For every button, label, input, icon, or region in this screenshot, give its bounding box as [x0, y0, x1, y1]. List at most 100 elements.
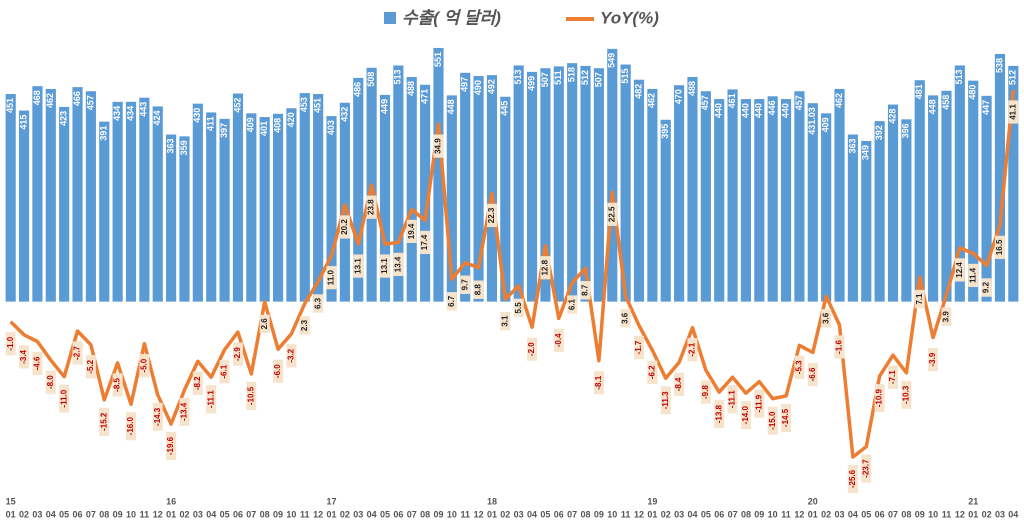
bar [166, 134, 177, 302]
bar-value-label: 440 [754, 103, 764, 118]
line [9, 89, 1016, 459]
line-value-label: 17.4 [420, 234, 429, 250]
line-value-label: -0.4 [554, 333, 563, 347]
label-bg [206, 385, 217, 414]
x-group-label: 17 [327, 496, 337, 506]
line-value-label: -3.2 [287, 348, 296, 362]
label-bg [593, 371, 604, 395]
line-value-label: -14.5 [781, 408, 790, 427]
bar [18, 110, 30, 302]
line-value-label: -8.4 [674, 377, 683, 391]
line-value-label: 13.4 [393, 256, 402, 272]
x-tick-label: 12 [313, 509, 323, 519]
bar-value-label: 434 [112, 106, 122, 121]
bar-value-label: 440 [780, 103, 790, 118]
bar [834, 88, 845, 302]
label-bg [781, 403, 792, 432]
label-bg [313, 294, 324, 313]
x-tick-label: 08 [901, 509, 911, 519]
bar-value-label: 492 [486, 79, 496, 94]
x-group-label: 20 [808, 496, 818, 506]
legend-label: 수출( 억 달러) [402, 8, 501, 27]
bar-value-label: 453 [299, 97, 309, 112]
bar [272, 113, 284, 302]
bar-value-label: 363 [165, 139, 175, 154]
bar-value-label: 457 [700, 95, 710, 110]
line-value-label: -5.3 [795, 360, 804, 374]
x-tick-label: 03 [674, 509, 684, 519]
bar [32, 86, 43, 302]
x-tick-label: 05 [861, 509, 871, 519]
label-bg [941, 307, 952, 326]
bar [486, 75, 498, 302]
bar-value-label: 470 [673, 89, 683, 104]
bar-value-label: 359 [179, 140, 189, 155]
line-value-label: 34.9 [434, 138, 443, 154]
x-tick-label: 12 [634, 509, 644, 519]
line-value-label: -1.0 [6, 336, 15, 350]
line-value-label: 8.8 [474, 284, 483, 296]
line-value-label: 6.7 [447, 295, 456, 307]
label-bg [540, 256, 551, 280]
line-value-label: -10.5 [246, 386, 255, 405]
x-tick-label: 05 [540, 509, 550, 519]
bar [353, 77, 364, 302]
bar-value-label: 513 [954, 69, 964, 84]
x-tick-label: 09 [113, 509, 123, 519]
label-bg [366, 195, 377, 219]
x-tick-label: 05 [701, 509, 711, 519]
label-bg [219, 360, 230, 384]
x-group-label: 21 [968, 496, 978, 506]
bar [379, 94, 391, 302]
x-tick-label: 02 [500, 509, 510, 519]
bar [754, 99, 765, 302]
line-value-label: -11.1 [728, 390, 737, 408]
line-value-label: 22.3 [487, 207, 496, 223]
bar [861, 140, 872, 302]
x-tick-label: 07 [407, 509, 417, 519]
bar-value-label: 499 [526, 76, 536, 91]
bar [500, 96, 511, 302]
line-value-label: -6.1 [220, 364, 229, 378]
label-bg [500, 311, 511, 331]
bar [647, 88, 658, 302]
x-tick-label: 04 [527, 509, 537, 519]
label-bg [72, 341, 83, 365]
label-bg [580, 281, 591, 300]
label-bg [754, 389, 765, 418]
label-bg [286, 344, 297, 368]
bar [473, 76, 484, 302]
bar-value-label: 512 [580, 70, 590, 85]
bar [85, 91, 96, 302]
x-tick-label: 06 [554, 509, 564, 519]
x-tick-label: 08 [420, 509, 430, 519]
bar-value-label: 424 [152, 110, 162, 125]
line-value-label: -1.7 [634, 340, 643, 354]
line-value-label: -6.0 [273, 364, 282, 378]
bar [125, 101, 137, 302]
line-value-label: -8.2 [193, 376, 202, 390]
label-bg [807, 362, 818, 387]
bar [179, 136, 190, 302]
bar [192, 103, 203, 302]
line-value-label: -10.3 [901, 385, 910, 404]
bar [59, 106, 70, 302]
label-bg [888, 365, 898, 389]
line-value-label: 19.4 [407, 223, 416, 239]
line-value-label: -23.7 [861, 459, 870, 478]
bar [941, 90, 952, 302]
line-value-label: -5.0 [139, 358, 148, 372]
bar [540, 68, 551, 302]
line-value-label: -2.0 [527, 342, 536, 356]
bar [460, 72, 471, 302]
bar [727, 89, 738, 302]
label-bg [99, 407, 110, 436]
bar [219, 118, 230, 302]
bar [633, 79, 645, 302]
x-tick-label: 04 [1008, 509, 1018, 519]
bar [954, 65, 965, 302]
bar-value-label: 482 [633, 84, 643, 99]
bar-value-label: 431.03 [807, 107, 817, 135]
line-value-label: 12.8 [541, 259, 550, 275]
bar-value-label: 391 [99, 126, 109, 141]
